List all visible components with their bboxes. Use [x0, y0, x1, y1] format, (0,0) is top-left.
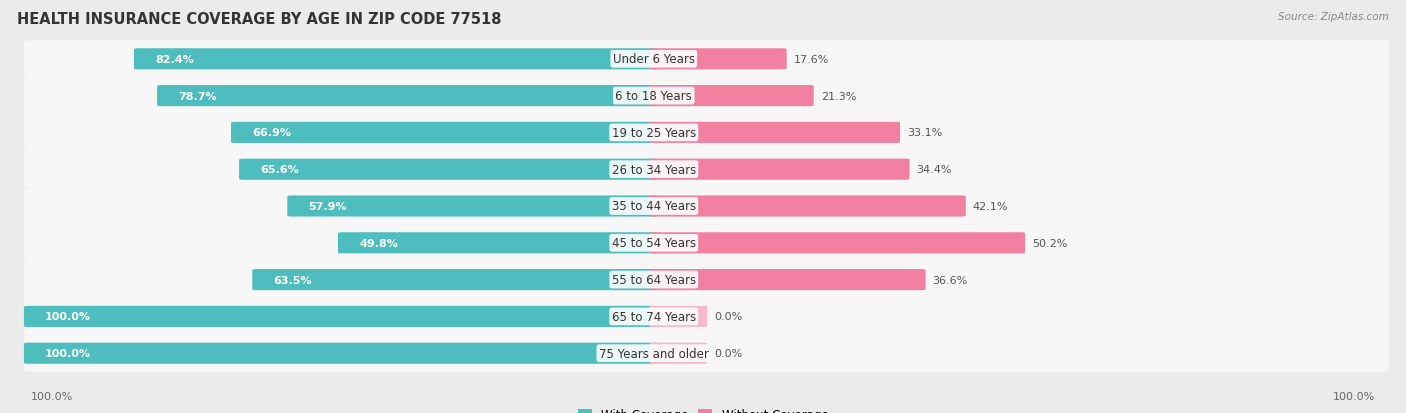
- FancyBboxPatch shape: [252, 269, 658, 290]
- FancyBboxPatch shape: [650, 49, 787, 70]
- Text: 82.4%: 82.4%: [155, 55, 194, 65]
- FancyBboxPatch shape: [24, 261, 1389, 299]
- Text: 55 to 64 Years: 55 to 64 Years: [612, 273, 696, 286]
- FancyBboxPatch shape: [650, 233, 1025, 254]
- FancyBboxPatch shape: [650, 306, 707, 327]
- Text: 17.6%: 17.6%: [794, 55, 830, 65]
- FancyBboxPatch shape: [650, 269, 925, 290]
- Text: HEALTH INSURANCE COVERAGE BY AGE IN ZIP CODE 77518: HEALTH INSURANCE COVERAGE BY AGE IN ZIP …: [17, 12, 502, 27]
- Text: 19 to 25 Years: 19 to 25 Years: [612, 127, 696, 140]
- Text: 35 to 44 Years: 35 to 44 Years: [612, 200, 696, 213]
- Text: 36.6%: 36.6%: [932, 275, 967, 285]
- FancyBboxPatch shape: [650, 343, 707, 364]
- FancyBboxPatch shape: [650, 196, 966, 217]
- Text: 75 Years and older: 75 Years and older: [599, 347, 709, 360]
- Text: 33.1%: 33.1%: [907, 128, 942, 138]
- Text: Source: ZipAtlas.com: Source: ZipAtlas.com: [1278, 12, 1389, 22]
- FancyBboxPatch shape: [650, 123, 900, 144]
- FancyBboxPatch shape: [287, 196, 658, 217]
- Text: 100.0%: 100.0%: [45, 312, 91, 322]
- FancyBboxPatch shape: [231, 123, 658, 144]
- FancyBboxPatch shape: [24, 151, 1389, 188]
- Text: 49.8%: 49.8%: [359, 238, 398, 248]
- Legend: With Coverage, Without Coverage: With Coverage, Without Coverage: [572, 403, 834, 413]
- Text: 34.4%: 34.4%: [917, 165, 952, 175]
- Text: 57.9%: 57.9%: [308, 202, 347, 211]
- FancyBboxPatch shape: [157, 86, 658, 107]
- Text: 66.9%: 66.9%: [252, 128, 291, 138]
- Text: 6 to 18 Years: 6 to 18 Years: [616, 90, 692, 103]
- Text: 21.3%: 21.3%: [821, 91, 856, 101]
- FancyBboxPatch shape: [650, 86, 814, 107]
- Text: 65 to 74 Years: 65 to 74 Years: [612, 310, 696, 323]
- Text: 100.0%: 100.0%: [45, 348, 91, 358]
- FancyBboxPatch shape: [24, 306, 658, 327]
- FancyBboxPatch shape: [24, 298, 1389, 335]
- Text: 0.0%: 0.0%: [714, 348, 742, 358]
- Text: 100.0%: 100.0%: [1333, 392, 1375, 401]
- Text: 50.2%: 50.2%: [1032, 238, 1067, 248]
- FancyBboxPatch shape: [24, 114, 1389, 152]
- Text: 0.0%: 0.0%: [714, 312, 742, 322]
- Text: 63.5%: 63.5%: [273, 275, 312, 285]
- Text: 78.7%: 78.7%: [179, 91, 217, 101]
- Text: 100.0%: 100.0%: [31, 392, 73, 401]
- Text: 26 to 34 Years: 26 to 34 Years: [612, 163, 696, 176]
- FancyBboxPatch shape: [24, 343, 658, 364]
- Text: 42.1%: 42.1%: [973, 202, 1008, 211]
- FancyBboxPatch shape: [24, 335, 1389, 372]
- Text: Under 6 Years: Under 6 Years: [613, 53, 695, 66]
- FancyBboxPatch shape: [24, 78, 1389, 115]
- FancyBboxPatch shape: [337, 233, 658, 254]
- Text: 65.6%: 65.6%: [260, 165, 299, 175]
- FancyBboxPatch shape: [24, 225, 1389, 262]
- Text: 45 to 54 Years: 45 to 54 Years: [612, 237, 696, 250]
- FancyBboxPatch shape: [134, 49, 658, 70]
- FancyBboxPatch shape: [24, 41, 1389, 78]
- FancyBboxPatch shape: [650, 159, 910, 180]
- FancyBboxPatch shape: [239, 159, 658, 180]
- FancyBboxPatch shape: [24, 188, 1389, 225]
